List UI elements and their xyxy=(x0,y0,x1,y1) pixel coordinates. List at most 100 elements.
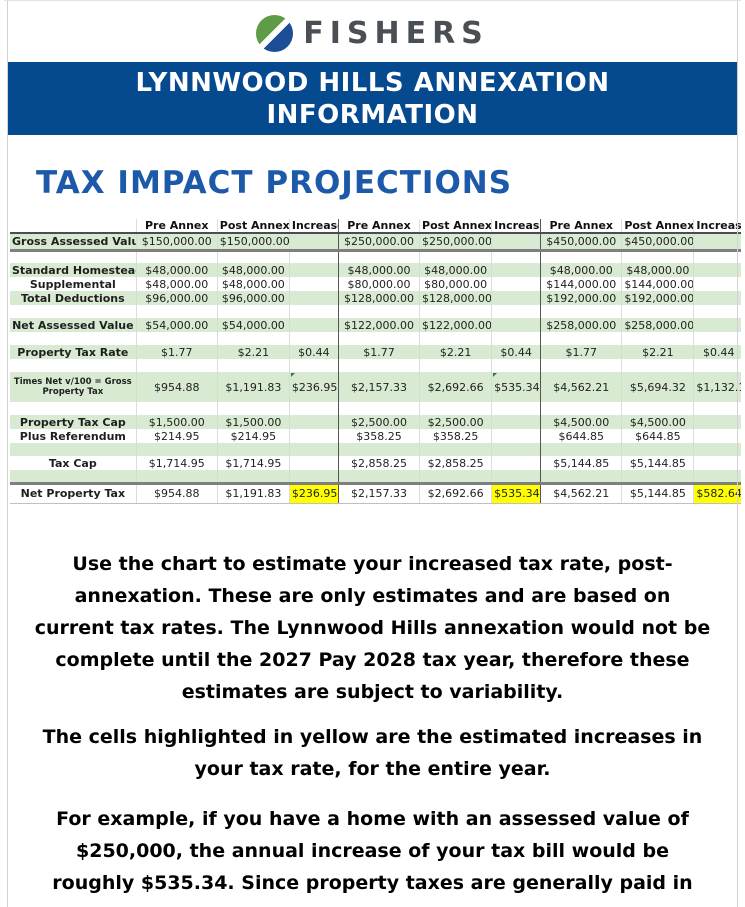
column-header: Pre Annex xyxy=(540,219,622,233)
column-header: Pre Annex xyxy=(135,219,218,233)
table-cell: $80,000.00 xyxy=(337,277,420,291)
table-cell xyxy=(693,429,741,443)
table-cell: $1,714.95 xyxy=(216,456,290,470)
table-cell xyxy=(288,233,339,252)
table-cell: $1,500.00 xyxy=(135,415,218,429)
banner-line-2: INFORMATION xyxy=(266,99,479,130)
row-label: Property Tax Cap xyxy=(10,415,137,429)
table-cell xyxy=(135,359,218,372)
column-header: Post Annex xyxy=(419,219,492,233)
table-cell: $4,562.21 xyxy=(540,372,622,402)
fishers-logo: FISHERS xyxy=(4,0,741,62)
title-banner: LYNNWOOD HILLS ANNEXATION INFORMATION xyxy=(8,62,737,135)
table-cell xyxy=(693,456,741,470)
table-cell xyxy=(693,250,741,263)
table-cell xyxy=(288,443,339,456)
spacer-row xyxy=(10,250,741,263)
table-cell: $128,000.00 xyxy=(419,291,492,305)
table-cell: $80,000.00 xyxy=(419,277,492,291)
table-cell: $258,000.00 xyxy=(540,318,622,332)
table-cell: $1,500.00 xyxy=(216,415,290,429)
row-label: Gross Assessed Value xyxy=(10,233,137,252)
table-row: Net Property Tax $954.88 $1,191.83 $236.95 $… xyxy=(10,481,741,504)
table-cell xyxy=(491,277,541,291)
table-cell xyxy=(337,470,420,483)
table-cell: $1,191.83 xyxy=(216,481,290,504)
table-cell: $236.95 xyxy=(288,481,339,504)
table-cell: $2,692.66 xyxy=(419,481,492,504)
table-cell xyxy=(540,332,622,345)
row-label: Property Tax Rate xyxy=(10,345,137,359)
page-border-left xyxy=(7,0,8,907)
table-cell: $1.77 xyxy=(135,345,218,359)
table-cell xyxy=(693,470,741,483)
table-cell: $954.88 xyxy=(135,372,218,402)
table-cell xyxy=(693,263,741,277)
table-cell: $450,000.00 xyxy=(621,233,694,252)
table-cell: $214.95 xyxy=(135,429,218,443)
table-cell: $582.64 xyxy=(693,481,741,504)
row-label: Plus Referendum xyxy=(10,429,137,443)
row-label: Times Net v/100 = Gross Property Tax xyxy=(10,372,137,402)
table-cell: $2.21 xyxy=(419,345,492,359)
table-cell xyxy=(621,402,694,415)
table-cell xyxy=(491,402,541,415)
table-cell xyxy=(693,359,741,372)
table-cell: $0.44 xyxy=(491,345,541,359)
table-cell xyxy=(419,250,492,263)
table-cell: $450,000.00 xyxy=(540,233,622,252)
row-label xyxy=(10,402,137,415)
table-cell: $48,000.00 xyxy=(216,263,290,277)
table-cell: $54,000.00 xyxy=(135,318,218,332)
table-cell: $2,157.33 xyxy=(337,372,420,402)
table-cell xyxy=(288,332,339,345)
table-cell xyxy=(135,332,218,345)
table-cell xyxy=(540,443,622,456)
table-cell: $1,132.10 xyxy=(693,372,741,402)
table-cell: $2,858.25 xyxy=(419,456,492,470)
row-label: Standard Homestead xyxy=(10,263,137,277)
row-label xyxy=(10,250,137,263)
table-cell xyxy=(216,470,290,483)
table-cell xyxy=(288,291,339,305)
table-cell xyxy=(540,305,622,318)
table-cell: $5,144.85 xyxy=(621,481,694,504)
paragraph-1: Use the chart to estimate your increased… xyxy=(34,552,711,703)
table-cell-with-comment-marker-icon: $236.95 xyxy=(288,372,339,402)
column-header: Post Annex xyxy=(621,219,694,233)
table-cell: $4,500.00 xyxy=(540,415,622,429)
table-row: Tax Cap $1,714.95 $1,714.95 $2,858.25 $2,858… xyxy=(10,456,741,470)
spacer-row xyxy=(10,470,741,483)
table-cell: $96,000.00 xyxy=(216,291,290,305)
table-cell: $2,858.25 xyxy=(337,456,420,470)
page-border-top xyxy=(4,0,741,1)
table-cell xyxy=(491,443,541,456)
table-cell: $2,692.66 xyxy=(419,372,492,402)
table-cell: $0.44 xyxy=(693,345,741,359)
table-cell xyxy=(288,429,339,443)
row-label xyxy=(10,359,137,372)
table-cell: $5,694.32 xyxy=(621,372,694,402)
table-cell xyxy=(337,402,420,415)
table-cell xyxy=(135,443,218,456)
row-label: Tax Cap xyxy=(10,456,137,470)
page-border-right xyxy=(737,0,738,907)
table-cell: $5,144.85 xyxy=(621,456,694,470)
table-cell xyxy=(693,318,741,332)
table-cell xyxy=(288,318,339,332)
spacer-row xyxy=(10,443,741,456)
table-cell xyxy=(337,443,420,456)
table-cell xyxy=(693,332,741,345)
row-label: Total Deductions xyxy=(10,291,137,305)
table-row: Supplemental $48,000.00 $48,000.00 $80,000.… xyxy=(10,277,741,291)
column-header: Increase xyxy=(693,219,741,233)
table-cell: $48,000.00 xyxy=(337,263,420,277)
table-cell xyxy=(288,305,339,318)
table-row: Property Tax Cap $1,500.00 $1,500.00 $2,500… xyxy=(10,415,741,429)
table-cell: $1,191.83 xyxy=(216,372,290,402)
row-label xyxy=(10,443,137,456)
table-cell xyxy=(491,305,541,318)
table-cell xyxy=(693,277,741,291)
table-cell xyxy=(288,359,339,372)
